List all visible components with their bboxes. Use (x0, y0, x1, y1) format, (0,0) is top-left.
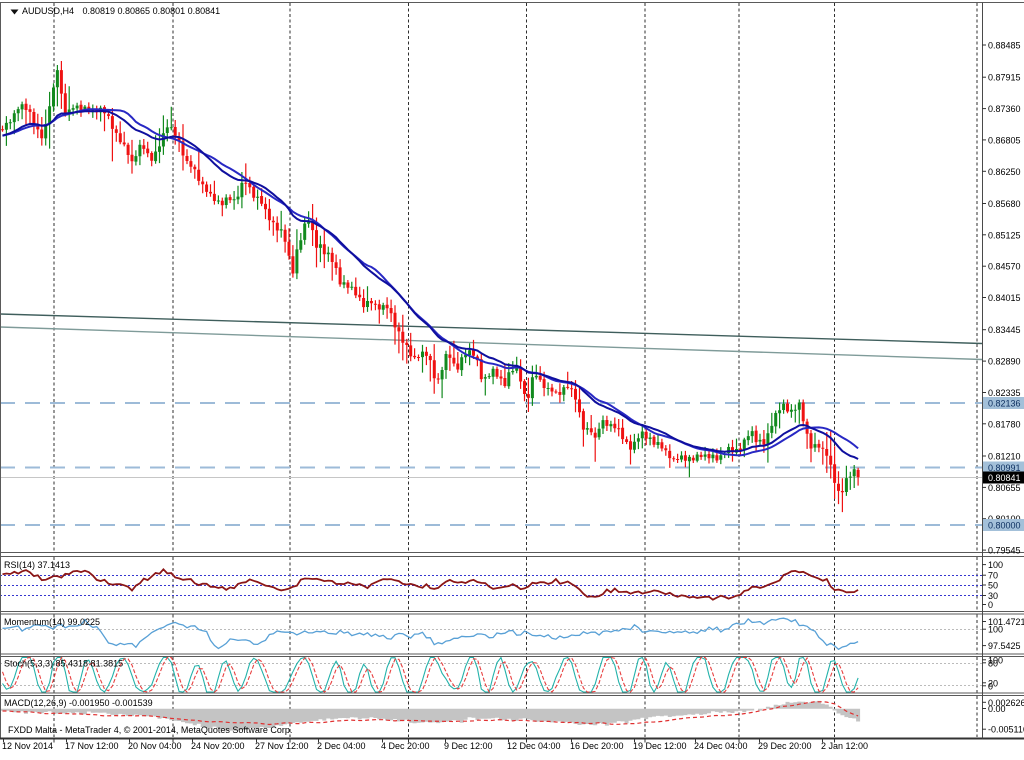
svg-text:9 Dec 12:00: 9 Dec 12:00 (444, 741, 493, 751)
svg-text:16 Dec 20:00: 16 Dec 20:00 (570, 741, 624, 751)
svg-text:0.80655: 0.80655 (988, 483, 1021, 493)
svg-text:0: 0 (988, 681, 993, 691)
svg-text:Stoch(5,3,3) 85.4318 81.3815: Stoch(5,3,3) 85.4318 81.3815 (4, 659, 123, 669)
svg-text:FXDD Malta - MetaTrader 4, © 2: FXDD Malta - MetaTrader 4, © 2001-2014, … (8, 725, 292, 735)
svg-text:101.4721: 101.4721 (988, 617, 1024, 627)
svg-text:0.85680: 0.85680 (988, 199, 1021, 209)
svg-text:19 Dec 12:00: 19 Dec 12:00 (633, 741, 687, 751)
svg-text:0: 0 (988, 600, 993, 610)
svg-text:20: 20 (988, 678, 998, 688)
svg-text:0.002626: 0.002626 (988, 698, 1024, 708)
svg-text:97.5425: 97.5425 (988, 641, 1021, 651)
svg-text:0.86805: 0.86805 (988, 135, 1021, 145)
svg-text:0.80841: 0.80841 (988, 473, 1021, 483)
svg-text:Momentum(14) 99.0225: Momentum(14) 99.0225 (4, 617, 100, 627)
svg-text:RSI(14) 37.1413: RSI(14) 37.1413 (4, 560, 70, 570)
svg-text:0.86250: 0.86250 (988, 167, 1021, 177)
svg-text:0.00: 0.00 (988, 704, 1006, 714)
svg-text:50: 50 (988, 581, 998, 591)
svg-text:20 Nov 04:00: 20 Nov 04:00 (128, 741, 182, 751)
svg-text:0.87915: 0.87915 (988, 73, 1021, 83)
svg-text:17 Nov 12:00: 17 Nov 12:00 (65, 741, 119, 751)
svg-text:0.80819 0.80865 0.80801 0.8084: 0.80819 0.80865 0.80801 0.80841 (83, 6, 221, 16)
svg-text:0.79545: 0.79545 (988, 546, 1021, 556)
svg-text:100: 100 (988, 655, 1003, 665)
svg-text:70: 70 (988, 571, 998, 581)
svg-text:MACD(12,26,9) -0.001950 -0.001: MACD(12,26,9) -0.001950 -0.001539 (4, 698, 153, 708)
svg-text:27 Nov 12:00: 27 Nov 12:00 (255, 741, 309, 751)
svg-text:12 Dec 04:00: 12 Dec 04:00 (507, 741, 561, 751)
svg-text:0.84570: 0.84570 (988, 262, 1021, 272)
svg-text:0.87360: 0.87360 (988, 104, 1021, 114)
svg-text:4 Dec 20:00: 4 Dec 20:00 (381, 741, 430, 751)
svg-text:0.81210: 0.81210 (988, 452, 1021, 462)
svg-text:24 Dec 04:00: 24 Dec 04:00 (694, 741, 748, 751)
svg-text:2 Dec 04:00: 2 Dec 04:00 (317, 741, 366, 751)
svg-text:0.82136: 0.82136 (988, 399, 1021, 409)
svg-text:0.88485: 0.88485 (988, 41, 1021, 51)
svg-text:0.80991: 0.80991 (988, 463, 1021, 473)
svg-text:0.83445: 0.83445 (988, 325, 1021, 335)
svg-text:100: 100 (988, 560, 1003, 570)
svg-text:80: 80 (988, 658, 998, 668)
svg-text:2 Jan 12:00: 2 Jan 12:00 (821, 741, 868, 751)
svg-text:30: 30 (988, 591, 998, 601)
svg-text:0.84015: 0.84015 (988, 293, 1021, 303)
svg-text:0.81780: 0.81780 (988, 419, 1021, 429)
svg-text:0.80000: 0.80000 (988, 521, 1021, 531)
svg-text:24 Nov 20:00: 24 Nov 20:00 (191, 741, 245, 751)
svg-text:0.82890: 0.82890 (988, 357, 1021, 367)
svg-text:0.85125: 0.85125 (988, 230, 1021, 240)
svg-text:29 Dec 20:00: 29 Dec 20:00 (758, 741, 812, 751)
svg-text:0.82335: 0.82335 (988, 388, 1021, 398)
svg-text:AUDUSD,H4: AUDUSD,H4 (22, 6, 74, 16)
svg-text:-0.005116: -0.005116 (988, 725, 1024, 735)
svg-text:100: 100 (988, 625, 1003, 635)
svg-text:12 Nov 2014: 12 Nov 2014 (2, 741, 53, 751)
